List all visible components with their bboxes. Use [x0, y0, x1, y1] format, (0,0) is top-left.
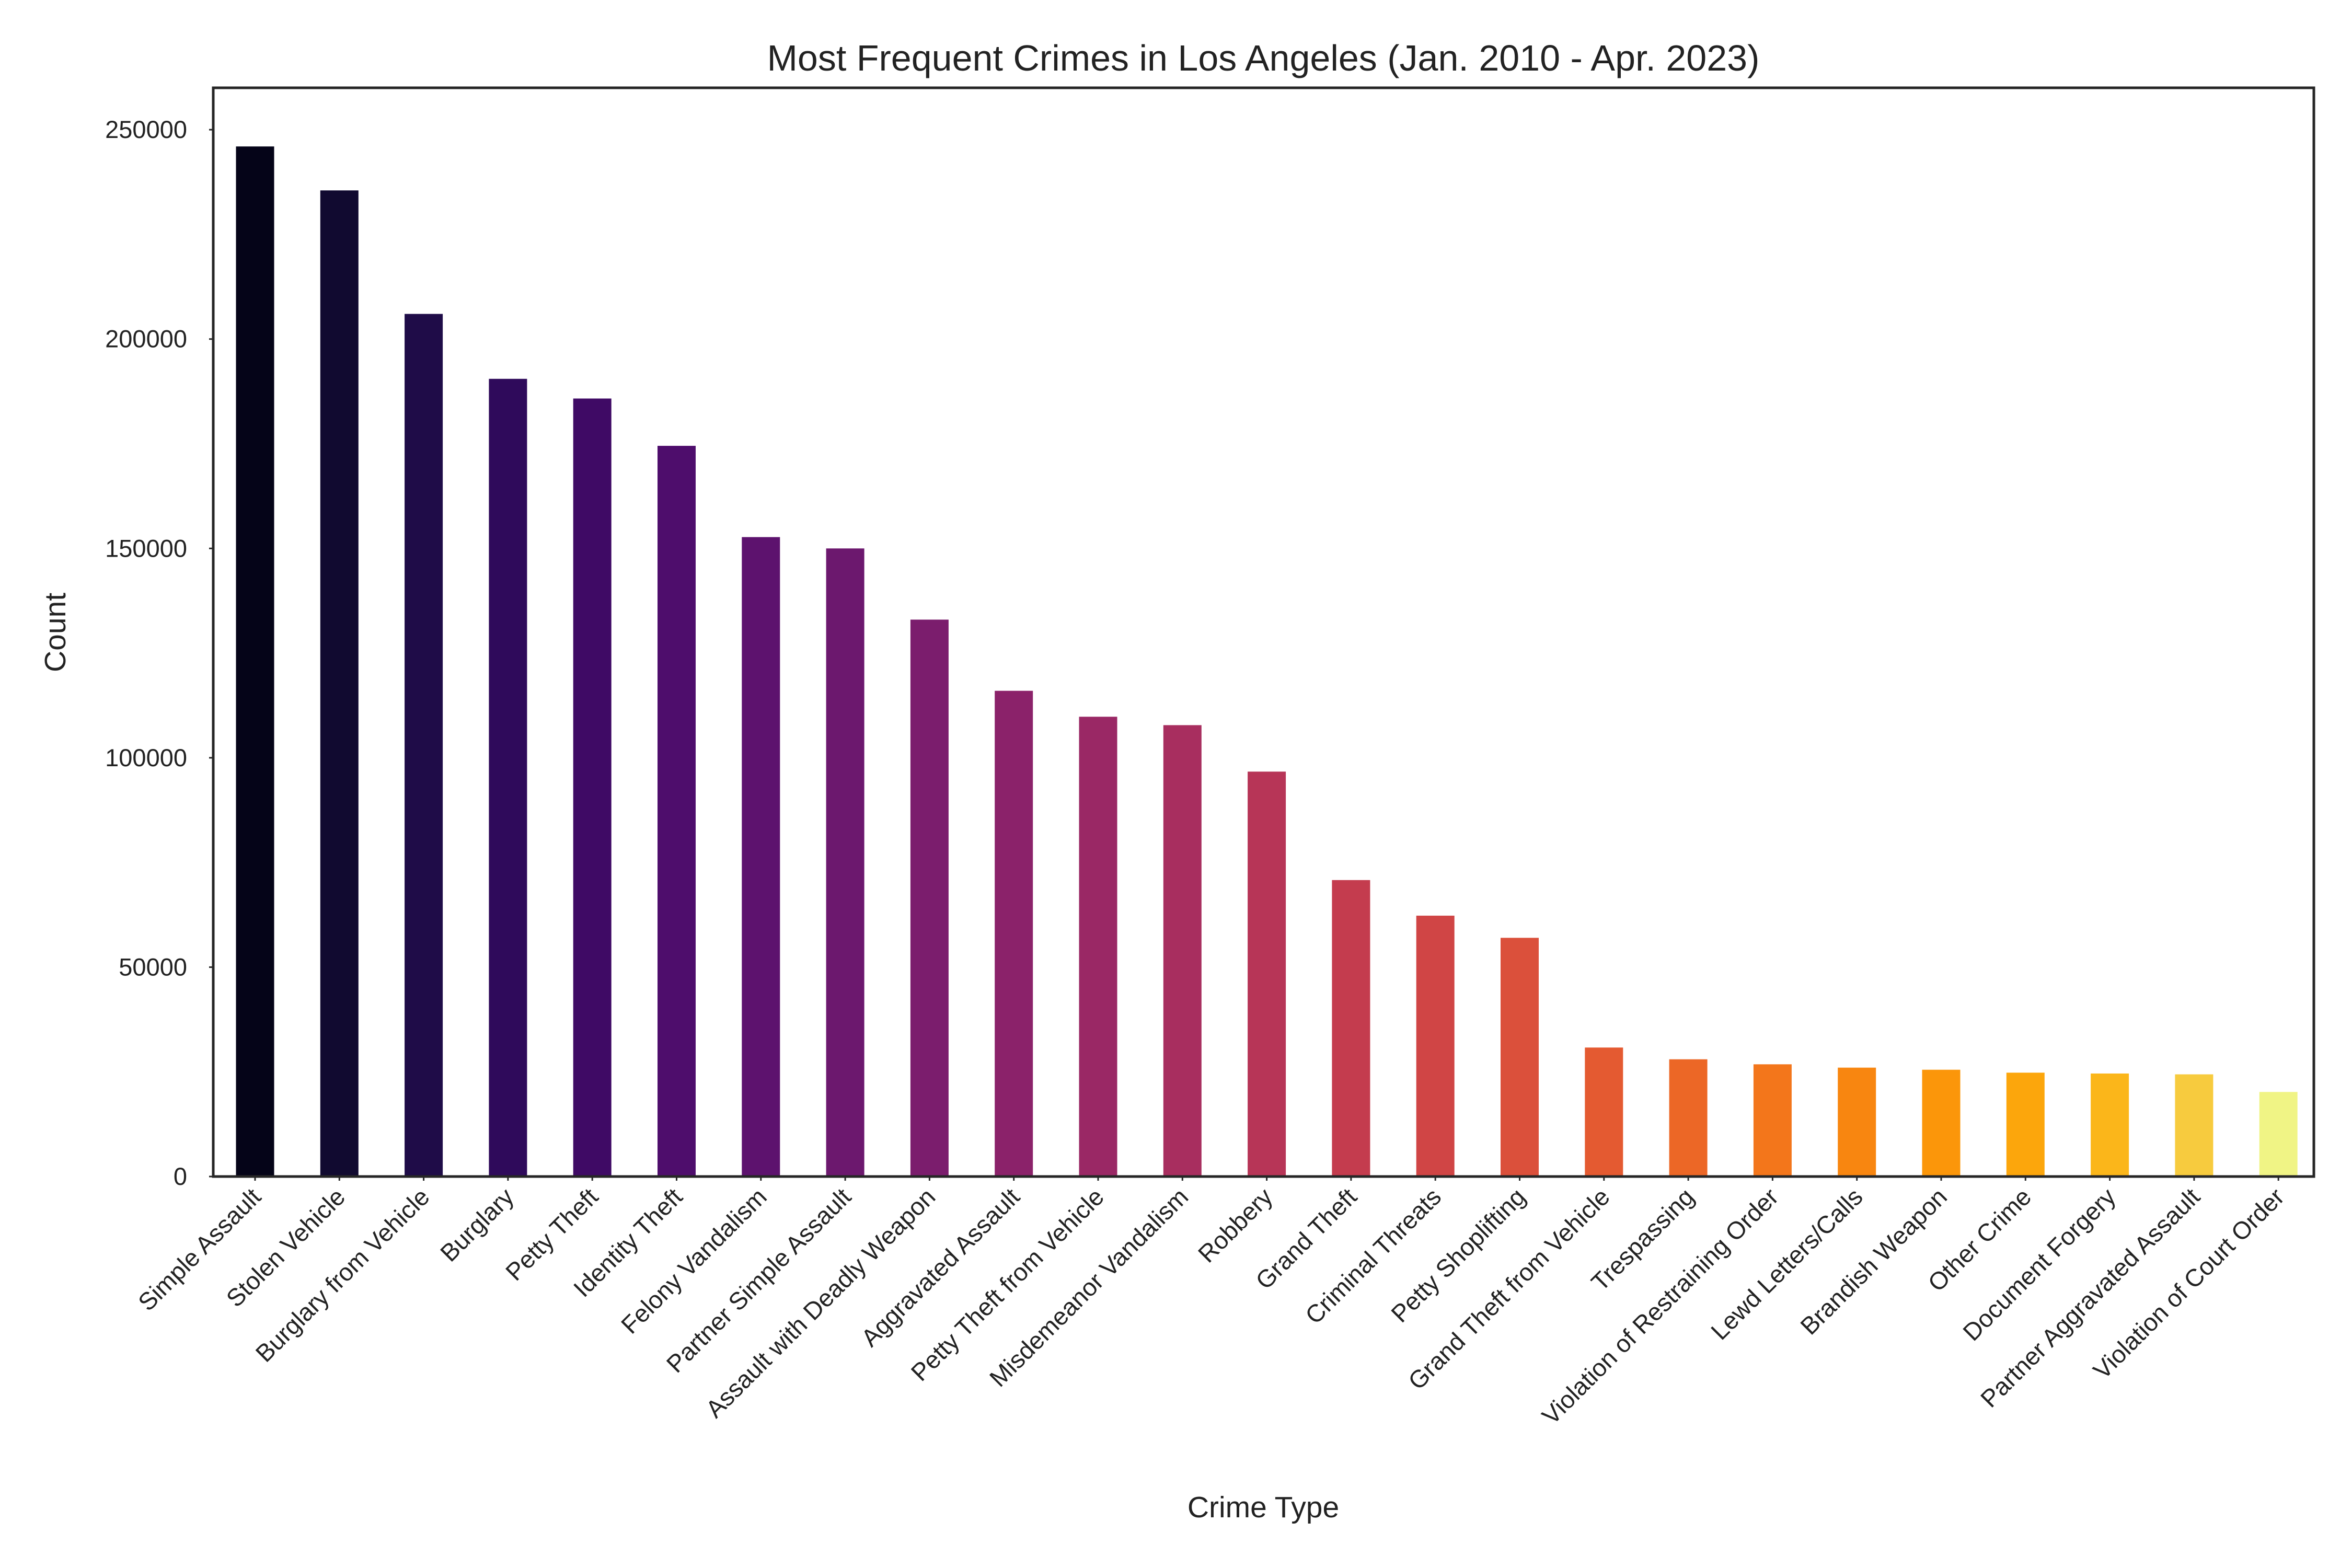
bar-4 [573, 398, 612, 1177]
y-tick-label: 100000 [105, 744, 187, 771]
x-axis-title: Crime Type [1187, 1491, 1339, 1524]
bar-1 [320, 190, 359, 1177]
bar-20 [1922, 1069, 1961, 1177]
y-tick-label: 200000 [105, 325, 187, 353]
bar-0 [236, 146, 274, 1177]
bar-10 [1079, 717, 1117, 1177]
y-axis-title: Count [39, 593, 72, 672]
bar-19 [1838, 1067, 1876, 1177]
bar-22 [2091, 1073, 2129, 1177]
bar-15 [1501, 938, 1539, 1177]
bar-16 [1585, 1047, 1623, 1177]
bar-14 [1416, 915, 1455, 1177]
bar-18 [1753, 1064, 1792, 1177]
bar-2 [405, 314, 443, 1177]
y-tick-label: 0 [174, 1162, 187, 1190]
bar-23 [2175, 1074, 2213, 1177]
bar-9 [995, 690, 1033, 1177]
bar-3 [489, 378, 527, 1177]
bar-13 [1332, 880, 1370, 1177]
bar-21 [2006, 1073, 2045, 1177]
y-tick-label: 250000 [105, 116, 187, 143]
bar-24 [2259, 1092, 2298, 1177]
y-tick-label: 50000 [119, 953, 187, 981]
plot-frame [212, 86, 2315, 1178]
y-tick-label: 150000 [105, 534, 187, 562]
bar-17 [1669, 1059, 1708, 1177]
bar-5 [658, 446, 696, 1177]
bar-6 [742, 537, 780, 1177]
bar-8 [910, 619, 949, 1177]
chart-title: Most Frequent Crimes in Los Angeles (Jan… [767, 38, 1760, 78]
bars-group [236, 146, 2298, 1177]
y-tick-labels: 0 50000 100000 150000 200000 250000 [105, 116, 213, 1190]
bar-7 [826, 548, 864, 1177]
bar-11 [1163, 725, 1202, 1177]
bar-12 [1248, 771, 1286, 1177]
